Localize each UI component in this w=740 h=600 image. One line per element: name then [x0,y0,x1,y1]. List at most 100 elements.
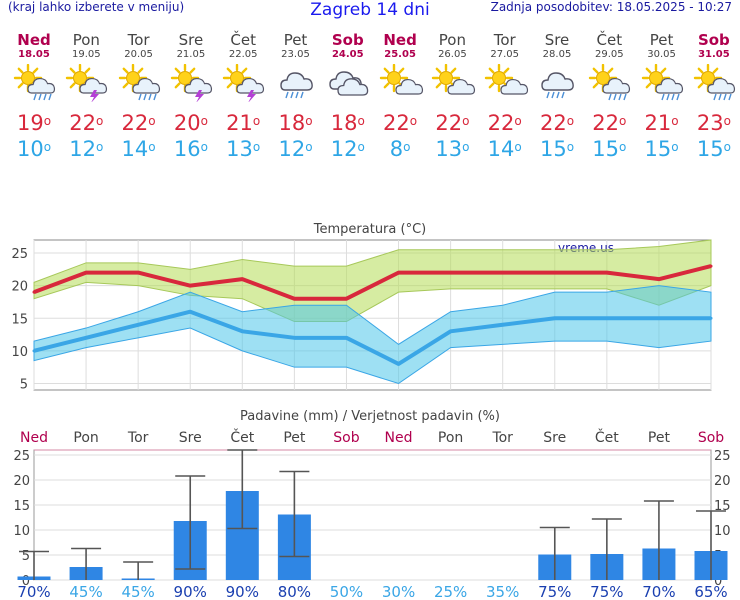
max-temp: 22o [539,111,575,135]
precip-day-label: Tor [491,430,513,446]
day-date: 24.05 [331,49,364,60]
tmin-point [136,323,140,327]
tmax-band [33,239,712,323]
precip-day-label: Tor [127,430,149,446]
precip-probability: 45% [69,583,102,600]
max-temp: 22o [487,111,522,135]
page-title: Zagreb 14 dni [310,0,430,20]
day-date: 20.05 [124,49,153,60]
max-temp: 22o [121,111,156,135]
day-date: 18.05 [18,49,50,60]
precip-y-tick-right: 0 [714,574,722,589]
min-temp: 15o [696,137,731,161]
temp-y-tick: 5 [20,377,28,392]
min-temp: 13o [226,137,261,161]
day-column: Pet 30.05 21o 15o [636,32,688,162]
max-temp: 19o [16,111,52,135]
last-update: Zadnja posodobitev: 18.05.2025 - 10:27 [490,0,732,14]
min-temp: 14o [121,137,156,161]
precip-day-label: Sob [698,430,724,446]
tmax-point [84,271,88,275]
precip-day-label: Čet [595,428,619,446]
precip-probability: 75% [538,583,571,600]
min-temp: 12o [278,137,313,161]
precip-probability: 50% [330,583,363,600]
tmin-point [84,336,88,340]
precip-y-tick: 0 [22,574,30,589]
precip-probability: 90% [226,583,259,600]
sun-cloud-icon [374,60,426,106]
tmax-line [33,264,712,301]
max-temp: 21o [644,111,679,135]
max-temp: 20o [173,111,208,135]
day-column: Sre 21.05 20o 16o [165,32,217,162]
tmin-point [553,316,557,320]
precip-probability: 45% [121,583,154,600]
day-date: 23.05 [281,49,310,60]
min-temp: 12o [330,137,365,161]
min-temp: 10o [16,137,52,161]
day-name: Pet [649,31,674,49]
day-name: Ned [17,31,51,49]
precip-day-label: Pet [283,430,306,446]
tmin-point [709,316,713,320]
precip-day-label: Sob [333,430,359,446]
precip-probability: 75% [590,583,623,600]
sun-cloud-rain-icon [688,60,740,106]
cloud-rain-icon [531,60,583,106]
min-temp: 16o [173,137,208,161]
tmin-point [449,329,453,333]
day-date: 29.05 [594,49,624,60]
precip-y-tick: 20 [13,474,30,489]
tmax-point [449,271,453,275]
tmin-point [397,362,401,366]
precip-probability: 70% [642,583,675,600]
max-temp: 21o [226,111,261,135]
precip-y-tick-right: 10 [714,524,731,539]
day-name: Tor [493,31,516,49]
tmin-point [501,323,505,327]
min-temp: 13o [435,137,470,161]
precip-day-label: Sre [179,430,202,446]
tmax-point [292,297,296,301]
precip-y-tick: 10 [13,524,30,539]
precip-day-label: Pon [438,430,463,446]
tmin-point [344,336,348,340]
cloud-rain-icon [270,60,322,106]
sun-cloud-rain-icon [8,60,60,106]
max-temp: 22o [435,111,470,135]
day-date: 30.05 [647,49,676,60]
tmin-band [33,285,712,385]
day-column: Pon 26.05 22o 13o [426,32,478,162]
precip-day-label: Pet [648,430,671,446]
tmin-point [292,336,296,340]
tmax-point [32,290,36,294]
day-name: Tor [127,31,150,49]
min-temp: 15o [644,137,679,161]
tmin-point [240,329,244,333]
precip-probability: 80% [278,583,311,600]
tmax-point [344,297,348,301]
day-column: Pon 19.05 22o 12o [60,32,112,162]
day-column: Čet 22.05 21o 13o [217,32,269,162]
daily-forecast: Ned 18.05 19o 10o Pon 19.05 22o 12o Tor 20.05 22o 1… [0,32,740,172]
sun-cloud-rain-icon [113,60,165,106]
tmin-point [32,349,36,353]
max-temp: 18o [330,111,365,135]
sun-cloud-thunder-icon [60,60,112,106]
tmax-point [657,277,661,281]
day-date: 31.05 [698,49,730,60]
tmax-point [397,271,401,275]
region-hint[interactable]: (kraj lahko izberete v meniju) [8,0,185,14]
max-temp: 22o [69,111,104,135]
tmin-point [605,316,609,320]
day-name: Sob [331,31,364,49]
day-name: Čet [230,31,256,49]
tmin-line [33,309,711,366]
day-column: Tor 20.05 22o 14o [113,32,165,162]
temp-y-tick: 15 [11,312,28,327]
day-name: Sre [544,31,570,49]
precip-day-label: Ned [20,430,48,446]
day-column: Sob 24.05 18o 12o [322,32,374,162]
